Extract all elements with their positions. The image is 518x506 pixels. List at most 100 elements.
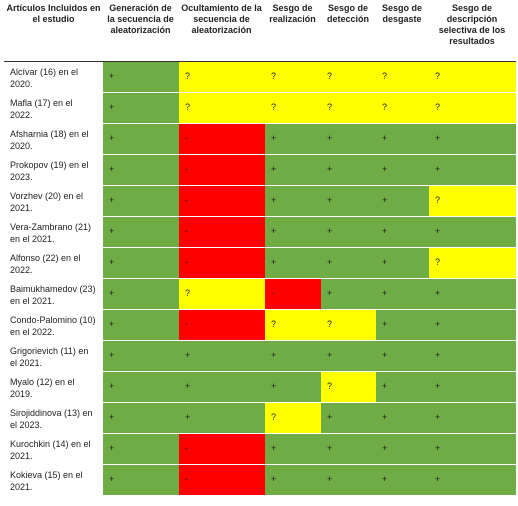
bias-cell: +	[428, 402, 516, 434]
column-header: Sesgo de detección	[320, 0, 376, 62]
study-label: Grigorievich (11) en el 2021.	[4, 340, 103, 372]
bias-cell: +	[320, 216, 376, 248]
bias-cell: ?	[264, 402, 321, 434]
bias-cell: ?	[428, 92, 516, 124]
bias-cell: +	[320, 433, 376, 465]
bias-cell: +	[428, 154, 516, 186]
study-label: Afsharnia (18) en el 2020.	[4, 123, 103, 155]
table-row: Myalo (12) en el 2019. + + +? + +	[4, 371, 516, 403]
table-row: Kokieva (15) en el 2021. + - + + + +	[4, 464, 516, 496]
bias-cell: +	[428, 433, 516, 465]
bias-cell: +	[102, 247, 179, 279]
bias-cell: +	[375, 340, 429, 372]
bias-cell: ?	[264, 92, 321, 124]
table-row: Mafla (17) en el 2022. +?????	[4, 92, 516, 124]
bias-cell: +	[320, 247, 376, 279]
table-row: Vera-Zambrano (21) en el 2021. + - + + + +	[4, 216, 516, 248]
bias-cell: +	[178, 402, 265, 434]
bias-cell: +	[375, 154, 429, 186]
bias-cell: +	[320, 340, 376, 372]
study-label: Vera-Zambrano (21) en el 2021.	[4, 216, 103, 248]
bias-cell: +	[375, 309, 429, 341]
bias-cell: +	[375, 247, 429, 279]
column-header: Artículos Incluidos en el estudio	[4, 0, 103, 62]
bias-cell: +	[428, 278, 516, 310]
bias-cell: +	[178, 340, 265, 372]
bias-cell: +	[375, 371, 429, 403]
bias-cell: +	[375, 123, 429, 155]
study-label: Mafla (17) en el 2022.	[4, 92, 103, 124]
bias-cell: +	[102, 340, 179, 372]
bias-cell: ?	[264, 61, 321, 93]
bias-cell: +	[102, 371, 179, 403]
bias-cell: +	[102, 61, 179, 93]
bias-cell: +	[428, 464, 516, 496]
bias-cell: +	[264, 247, 321, 279]
bias-cell: +	[102, 216, 179, 248]
bias-cell: ?	[320, 61, 376, 93]
bias-cell: +	[320, 464, 376, 496]
table-row: Condo-Palomino (10) en el 2022. + -?? + +	[4, 309, 516, 341]
bias-cell: +	[320, 154, 376, 186]
table-row: Afsharnia (18) en el 2020. + - + + + +	[4, 123, 516, 155]
bias-cell: +	[102, 309, 179, 341]
table-row: Vorzhev (20) en el 2021. + - + + +?	[4, 185, 516, 217]
bias-cell: +	[320, 185, 376, 217]
table-body: Alcívar (16) en el 2020. +????? Mafla (17)…	[4, 61, 516, 496]
study-label: Alcívar (16) en el 2020.	[4, 61, 103, 93]
column-header: Sesgo de descripción selectiva de los re…	[428, 0, 516, 62]
study-label: Vorzhev (20) en el 2021.	[4, 185, 103, 217]
bias-cell: +	[375, 278, 429, 310]
table-row: Sirojiddinova (13) en el 2023. + +? + + +	[4, 402, 516, 434]
bias-cell: +	[102, 402, 179, 434]
bias-cell: +	[264, 154, 321, 186]
bias-cell: +	[320, 123, 376, 155]
study-label: Kurochkin (14) en el 2021.	[4, 433, 103, 465]
bias-cell: -	[178, 216, 265, 248]
bias-cell: -	[178, 464, 265, 496]
bias-cell: +	[375, 402, 429, 434]
bias-cell: +	[102, 92, 179, 124]
bias-cell: +	[102, 278, 179, 310]
bias-cell: +	[264, 216, 321, 248]
bias-cell: -	[178, 185, 265, 217]
bias-cell: +	[264, 340, 321, 372]
bias-cell: +	[102, 464, 179, 496]
bias-cell: ?	[264, 309, 321, 341]
bias-cell: +	[264, 371, 321, 403]
bias-cell: +	[178, 371, 265, 403]
bias-cell: ?	[320, 371, 376, 403]
column-header: Sesgo de realización	[264, 0, 321, 62]
bias-cell: ?	[320, 92, 376, 124]
bias-cell: ?	[178, 278, 265, 310]
bias-cell: -	[178, 247, 265, 279]
bias-cell: +	[264, 464, 321, 496]
bias-cell: +	[428, 371, 516, 403]
bias-cell: ?	[375, 92, 429, 124]
risk-of-bias-table: Artículos Incluidos en el estudio Generac…	[4, 0, 516, 496]
table-row: Grigorievich (11) en el 2021. + + + + + +	[4, 340, 516, 372]
bias-cell: +	[264, 123, 321, 155]
bias-cell: -	[178, 433, 265, 465]
bias-cell: +	[102, 123, 179, 155]
bias-cell: +	[264, 185, 321, 217]
study-label: Condo-Palomino (10) en el 2022.	[4, 309, 103, 341]
bias-cell: -	[264, 278, 321, 310]
study-label: Prokopov (19) en el 2023.	[4, 154, 103, 186]
bias-cell: -	[178, 123, 265, 155]
bias-cell: +	[102, 185, 179, 217]
bias-cell: -	[178, 154, 265, 186]
table-row: Baimukhamedov (23) en el 2021. +? - + + +	[4, 278, 516, 310]
bias-cell: +	[375, 216, 429, 248]
bias-cell: ?	[320, 309, 376, 341]
bias-cell: +	[320, 278, 376, 310]
bias-cell: +	[102, 154, 179, 186]
study-label: Kokieva (15) en el 2021.	[4, 464, 103, 496]
bias-cell: +	[375, 464, 429, 496]
study-label: Baimukhamedov (23) en el 2021.	[4, 278, 103, 310]
column-header: Generación de la secuencia de aleatoriza…	[102, 0, 179, 62]
bias-cell: +	[320, 402, 376, 434]
bias-cell: +	[428, 123, 516, 155]
study-label: Sirojiddinova (13) en el 2023.	[4, 402, 103, 434]
